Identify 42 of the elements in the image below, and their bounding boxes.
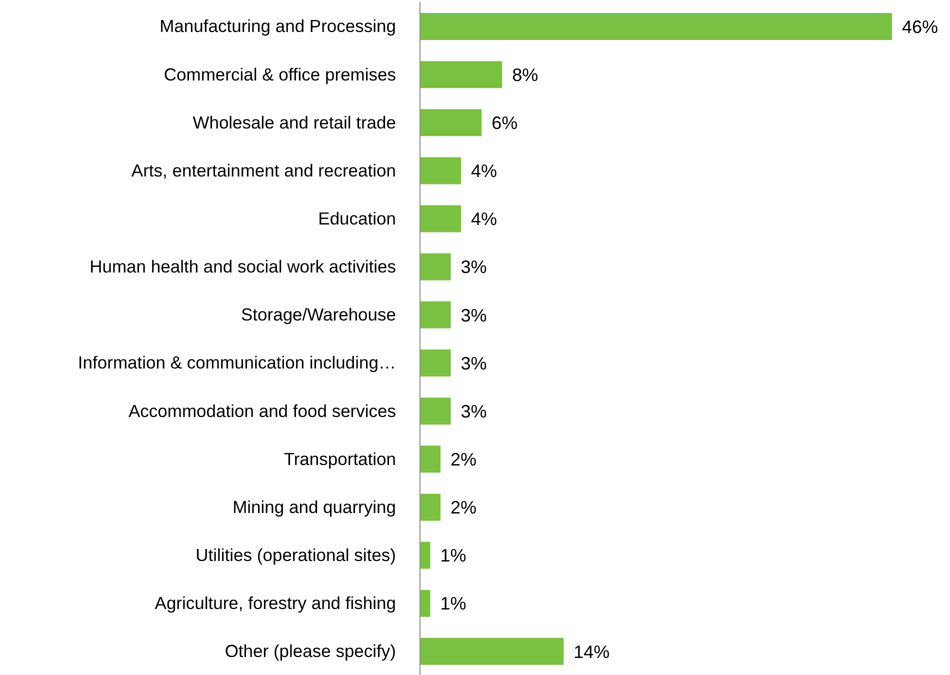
data-label: 3% [460, 305, 487, 326]
bar [420, 590, 430, 617]
y-tick-label: Wholesale and retail trade [192, 112, 396, 132]
data-label: 14% [574, 642, 610, 662]
data-label: 2% [450, 450, 477, 470]
y-tick-label: Other (please specify) [224, 641, 396, 662]
bar [420, 13, 892, 40]
data-label: 2% [450, 498, 477, 518]
y-tick-label: Arts, entertainment and recreation [131, 160, 396, 180]
y-tick-label: Storage/Warehouse [241, 304, 396, 325]
data-label: 8% [512, 64, 538, 85]
y-tick-label: Information & communication including… [78, 352, 396, 373]
y-tick-label: Accommodation and food services [128, 400, 396, 421]
bar [420, 350, 451, 376]
y-tick-label: Education [318, 208, 396, 229]
y-tick-label: Transportation [284, 448, 396, 469]
bar [420, 542, 430, 569]
y-tick-label: Mining and quarrying [232, 496, 396, 517]
bar [420, 253, 451, 280]
bar [420, 61, 502, 88]
bar [420, 398, 451, 425]
data-label: 3% [460, 353, 487, 374]
data-label: 4% [471, 161, 498, 182]
data-label: 46% [902, 16, 938, 37]
data-label: 6% [492, 113, 518, 134]
y-tick-label: Manufacturing and Processing [160, 16, 396, 36]
bar [420, 109, 482, 136]
bar [420, 638, 564, 665]
bar [420, 205, 462, 232]
data-label: 3% [460, 401, 487, 422]
data-label: 1% [440, 594, 466, 614]
bar [420, 494, 441, 521]
bar [420, 157, 462, 184]
bar [420, 446, 441, 473]
data-label: 3% [460, 257, 487, 278]
y-tick-label: Agriculture, forestry and fishing [154, 593, 396, 614]
y-tick-label: Human health and social work activities [90, 256, 396, 277]
data-label: 1% [440, 546, 466, 566]
data-label: 4% [471, 209, 498, 230]
bar [420, 301, 451, 328]
y-tick-label: Commercial & office premises [164, 64, 396, 84]
y-tick-label: Utilities (operational sites) [196, 545, 396, 566]
